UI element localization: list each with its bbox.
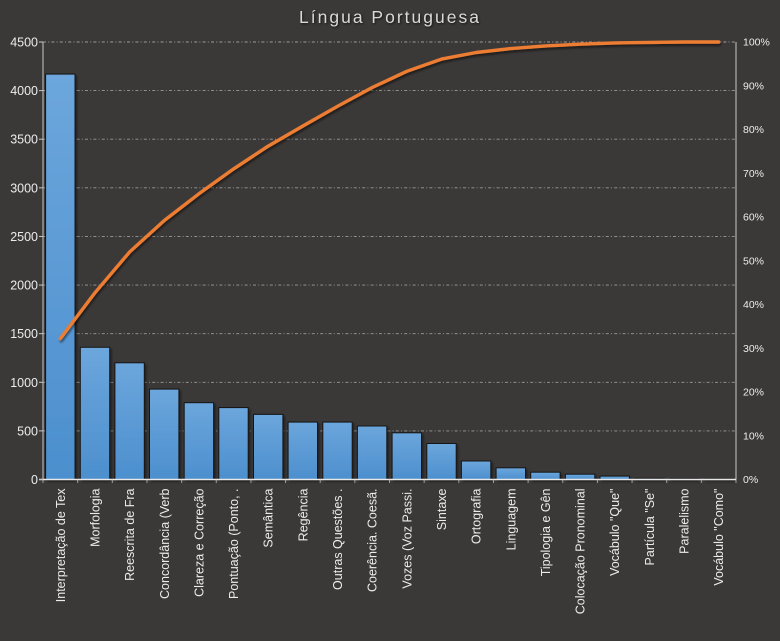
bar-14	[530, 471, 561, 481]
right-axis-tick-label: 20%	[743, 387, 764, 399]
x-axis-label: Vocábulo "Como"	[712, 489, 726, 586]
x-axis-label: Outras Questões .	[331, 489, 345, 590]
right-axis-tick-label: 0%	[743, 474, 758, 486]
right-axis-tick-label: 40%	[743, 299, 764, 311]
x-axis-label: Reescrita de Fra	[123, 488, 137, 580]
bar-13	[495, 467, 527, 480]
right-axis-tick-label: 90%	[743, 80, 764, 92]
left-axis-tick-label: 3000	[10, 181, 38, 195]
x-axis-label: Vocábulo "Que"	[608, 489, 622, 576]
right-axis-tick-label: 10%	[743, 430, 764, 442]
right-axis-tick-label: 50%	[743, 255, 764, 267]
cumulative-line	[58, 40, 721, 341]
bar-7	[287, 421, 319, 481]
bar-5	[218, 407, 249, 481]
x-axis-label: Vozes (Voz Passi.	[400, 489, 414, 589]
axes-layer	[39, 41, 737, 483]
x-axis-label: Partícula "Se"	[643, 489, 657, 566]
x-axis-label: Colocação Pronominal	[574, 489, 588, 615]
x-axis-label: Coerência. Coesã.	[366, 489, 380, 593]
x-axis-label: Semântica	[262, 488, 276, 547]
bar-10	[391, 432, 423, 480]
bar-9	[356, 425, 388, 480]
bar-6	[253, 413, 284, 480]
bar-1	[79, 346, 111, 480]
axis-labels-layer: 0 500 1000 1500 2000 2500 3000 3500 4000 4500 0% 10…	[10, 36, 770, 615]
x-axis-label: Clareza e Correção	[192, 488, 206, 596]
left-axis-tick-label: 2000	[10, 279, 38, 293]
x-axis-label: Paralelismo	[678, 488, 692, 553]
x-axis-label: Concordância (Verb	[158, 488, 172, 599]
left-axis-tick-label: 1500	[10, 327, 38, 341]
bar-0	[45, 73, 76, 480]
bar-4	[183, 402, 215, 481]
bars-layer	[45, 73, 734, 481]
right-axis-tick-label: 100%	[743, 37, 770, 49]
left-axis-tick-label: 2500	[10, 230, 38, 244]
left-axis-tick-label: 3500	[10, 133, 38, 147]
x-axis-label: Pontuação (Ponto, .	[227, 489, 241, 600]
gridlines-layer	[43, 41, 736, 432]
x-axis-label: Regência	[296, 488, 310, 541]
right-axis-tick-label: 80%	[743, 124, 764, 136]
bar-11	[426, 443, 457, 480]
bar-3	[149, 388, 180, 481]
x-axis-label: Sintaxe	[435, 488, 449, 530]
right-axis-tick-label: 60%	[743, 212, 764, 224]
x-axis-label: Interpretação de Tex	[54, 488, 68, 602]
right-axis-tick-label: 70%	[743, 168, 764, 180]
bar-12	[460, 460, 492, 480]
cumulative-line-layer	[58, 40, 721, 341]
x-axis-label: Ortografia	[470, 488, 484, 544]
left-axis-tick-label: 4500	[10, 36, 38, 50]
bar-8	[322, 421, 353, 481]
bar-2	[114, 362, 145, 480]
x-axis-label: Linguagem	[504, 489, 518, 551]
right-axis-tick-label: 30%	[743, 343, 764, 355]
left-axis-tick-label: 1000	[10, 376, 38, 390]
left-axis-tick-label: 4000	[10, 84, 38, 98]
x-axis-label: Tipologia e Gên	[539, 488, 553, 576]
left-axis-tick-label: 500	[17, 424, 38, 438]
chart-title: Língua Portuguesa	[299, 7, 481, 27]
left-axis-tick-label: 0	[31, 473, 38, 487]
x-axis-label: Morfologia	[89, 488, 103, 546]
